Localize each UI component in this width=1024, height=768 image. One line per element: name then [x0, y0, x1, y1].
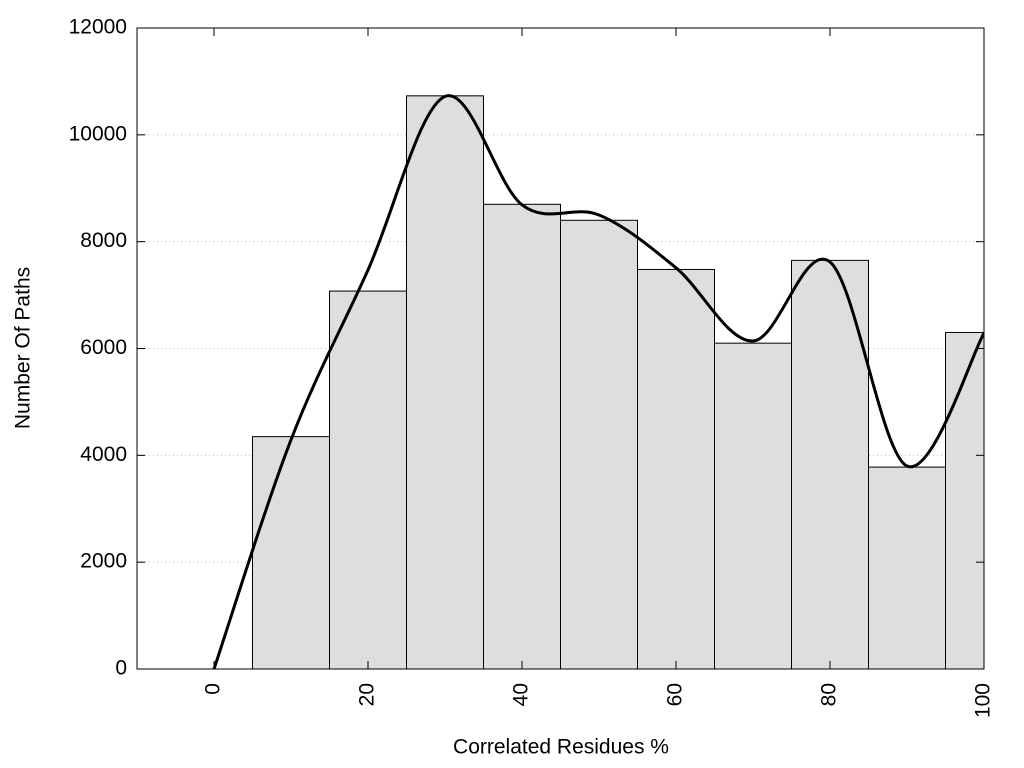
x-tick-label: 80 [818, 683, 841, 706]
bar [791, 259, 869, 669]
x-tick-label: 20 [356, 683, 379, 706]
bar [868, 466, 946, 669]
y-tick-label: 6000 [80, 336, 127, 359]
y-tick-label: 4000 [80, 443, 127, 466]
bar [329, 290, 407, 669]
y-tick-label: 0 [115, 657, 127, 680]
x-tick-label: 60 [664, 683, 687, 706]
y-tick-label: 8000 [80, 229, 127, 252]
bar [714, 342, 792, 669]
x-axis-label: Correlated Residues % [453, 736, 669, 759]
y-tick-label: 2000 [80, 550, 127, 573]
y-tick-label: 10000 [69, 122, 127, 145]
bar [406, 95, 484, 669]
x-tick-label: 100 [972, 683, 995, 718]
bar [945, 331, 984, 669]
y-tick-label: 12000 [69, 16, 127, 39]
x-tick-label: 0 [202, 683, 225, 695]
curve [212, 94, 984, 669]
smooth-curve [212, 94, 984, 669]
bar [637, 268, 715, 669]
bars [252, 95, 984, 669]
bar [560, 219, 638, 669]
bar [252, 436, 330, 669]
y-axis-label: Number Of Paths [12, 267, 35, 429]
labels: 0 2000 4000 6000 8000 10000 12000 0 20 40 60 80 100 [69, 16, 995, 719]
bar [483, 203, 561, 669]
x-tick-label: 40 [510, 683, 533, 706]
